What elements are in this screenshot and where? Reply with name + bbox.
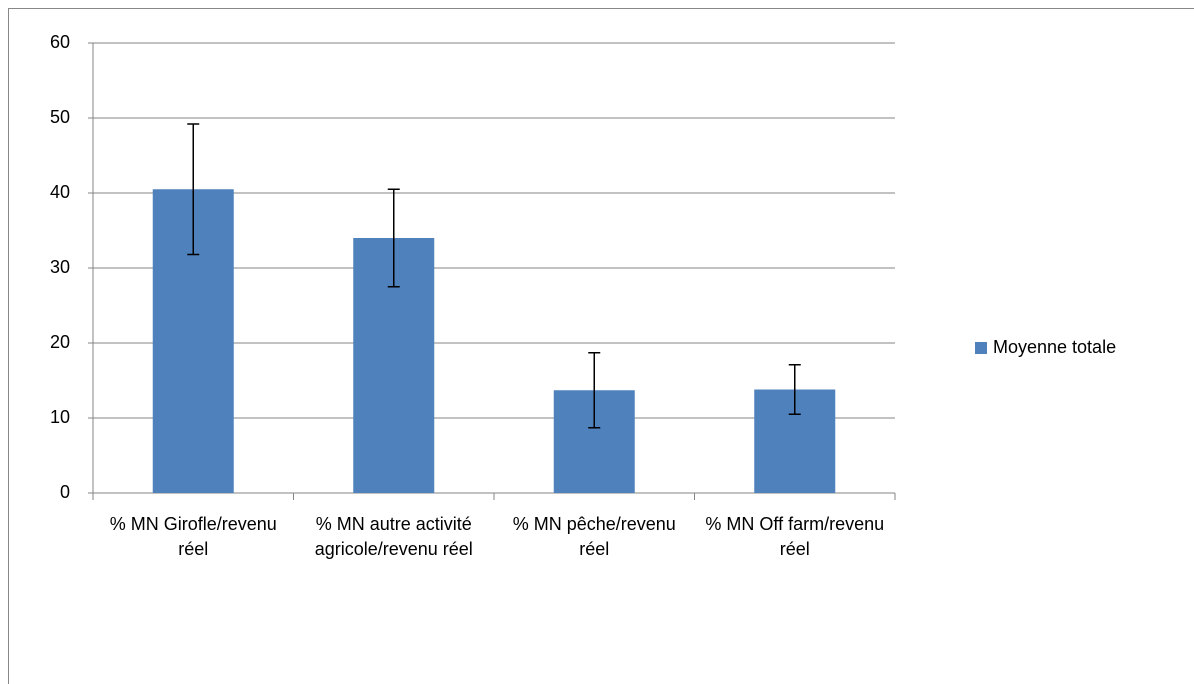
error-bar [387, 188, 400, 288]
y-tick-label: 40 [50, 182, 70, 202]
x-tick-label: % MN Girofle/revenu réel [109, 514, 277, 559]
error-bar [588, 352, 601, 429]
error-bar [187, 123, 200, 256]
y-tick-label: 20 [50, 332, 70, 352]
legend-swatch [975, 342, 987, 354]
error-bar [788, 364, 801, 415]
y-tick-label: 0 [60, 482, 70, 502]
y-tick-label: 10 [50, 407, 70, 427]
x-tick-label: % MN autre activité agricole/revenu réel [314, 514, 473, 559]
x-tick-label: % MN pêche/revenu réel [512, 514, 676, 559]
y-tick-label: 60 [50, 32, 70, 52]
y-tick-label: 50 [50, 107, 70, 127]
legend-label: Moyenne totale [993, 337, 1116, 357]
y-tick-label: 30 [50, 257, 70, 277]
chart-border [8, 8, 1194, 684]
x-tick-label: % MN Off farm/revenu réel [705, 514, 885, 559]
